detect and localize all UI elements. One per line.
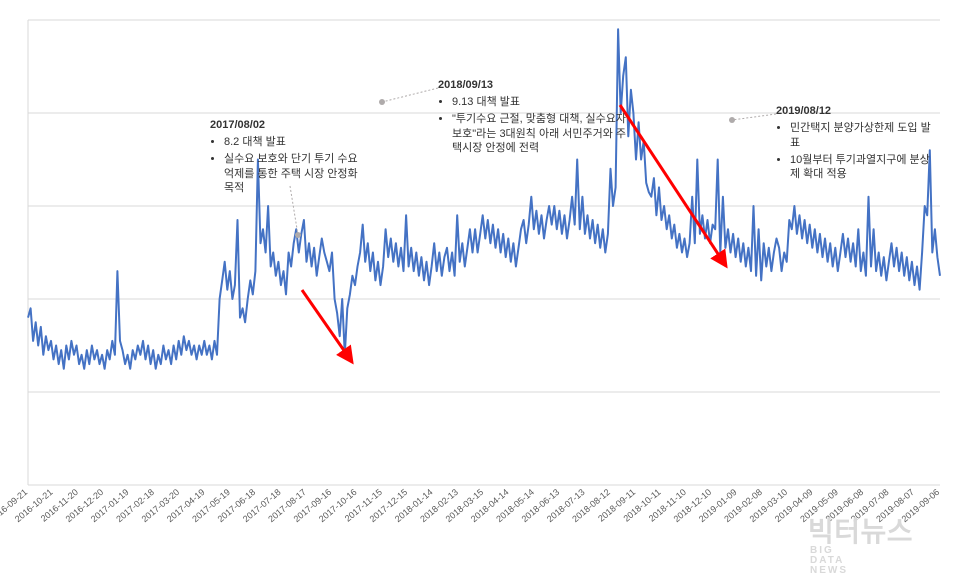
annotation-connector-dot bbox=[729, 117, 735, 123]
annotation-bullets: 9.13 대책 발표 "투기수요 근절, 맞춤형 대책, 실수요자 보호"라는 3… bbox=[438, 95, 628, 156]
annotation-bullet: 8.2 대책 발표 bbox=[224, 135, 365, 150]
annotation-connector-dot bbox=[295, 232, 301, 238]
trend-arrow bbox=[302, 290, 352, 362]
annotation-bullet: 10월부터 투기과열지구에 분상제 확대 적용 bbox=[790, 153, 934, 183]
trend-arrow bbox=[620, 105, 726, 266]
annotation-bullet: "투기수요 근절, 맞춤형 대책, 실수요자 보호"라는 3대원칙 아래 서민주… bbox=[452, 112, 628, 157]
annotation-title: 2019/08/12 bbox=[776, 104, 934, 119]
annotation-title: 2018/09/13 bbox=[438, 78, 628, 93]
annotation-title: 2017/08/02 bbox=[210, 118, 365, 133]
annotation-a2: 2018/09/13 9.13 대책 발표 "투기수요 근절, 맞춤형 대책, 실수… bbox=[438, 78, 628, 158]
annotation-a1: 2017/08/02 8.2 대책 발표실수요 보호와 단기 투기 수요 억제를 … bbox=[210, 118, 365, 198]
annotation-bullet: 실수요 보호와 단기 투기 수요 억제를 통한 주택 시장 안정화 목적 bbox=[224, 152, 365, 197]
annotation-bullet: 9.13 대책 발표 bbox=[452, 95, 628, 110]
annotation-bullets: 민간택지 분양가상한제 도입 발표10월부터 투기과열지구에 분상제 확대 적용 bbox=[776, 121, 934, 182]
annotation-connector bbox=[382, 88, 438, 102]
annotation-connector bbox=[732, 114, 776, 120]
annotation-bullets: 8.2 대책 발표실수요 보호와 단기 투기 수요 억제를 통한 주택 시장 안… bbox=[210, 135, 365, 196]
annotation-bullet: 민간택지 분양가상한제 도입 발표 bbox=[790, 121, 934, 151]
annotation-a3: 2019/08/12 민간택지 분양가상한제 도입 발표10월부터 투기과열지구에… bbox=[776, 104, 934, 184]
annotation-connector-dot bbox=[379, 99, 385, 105]
chart-container: 2016-09-212016-10-212016-11-202016-12-20… bbox=[0, 0, 960, 573]
